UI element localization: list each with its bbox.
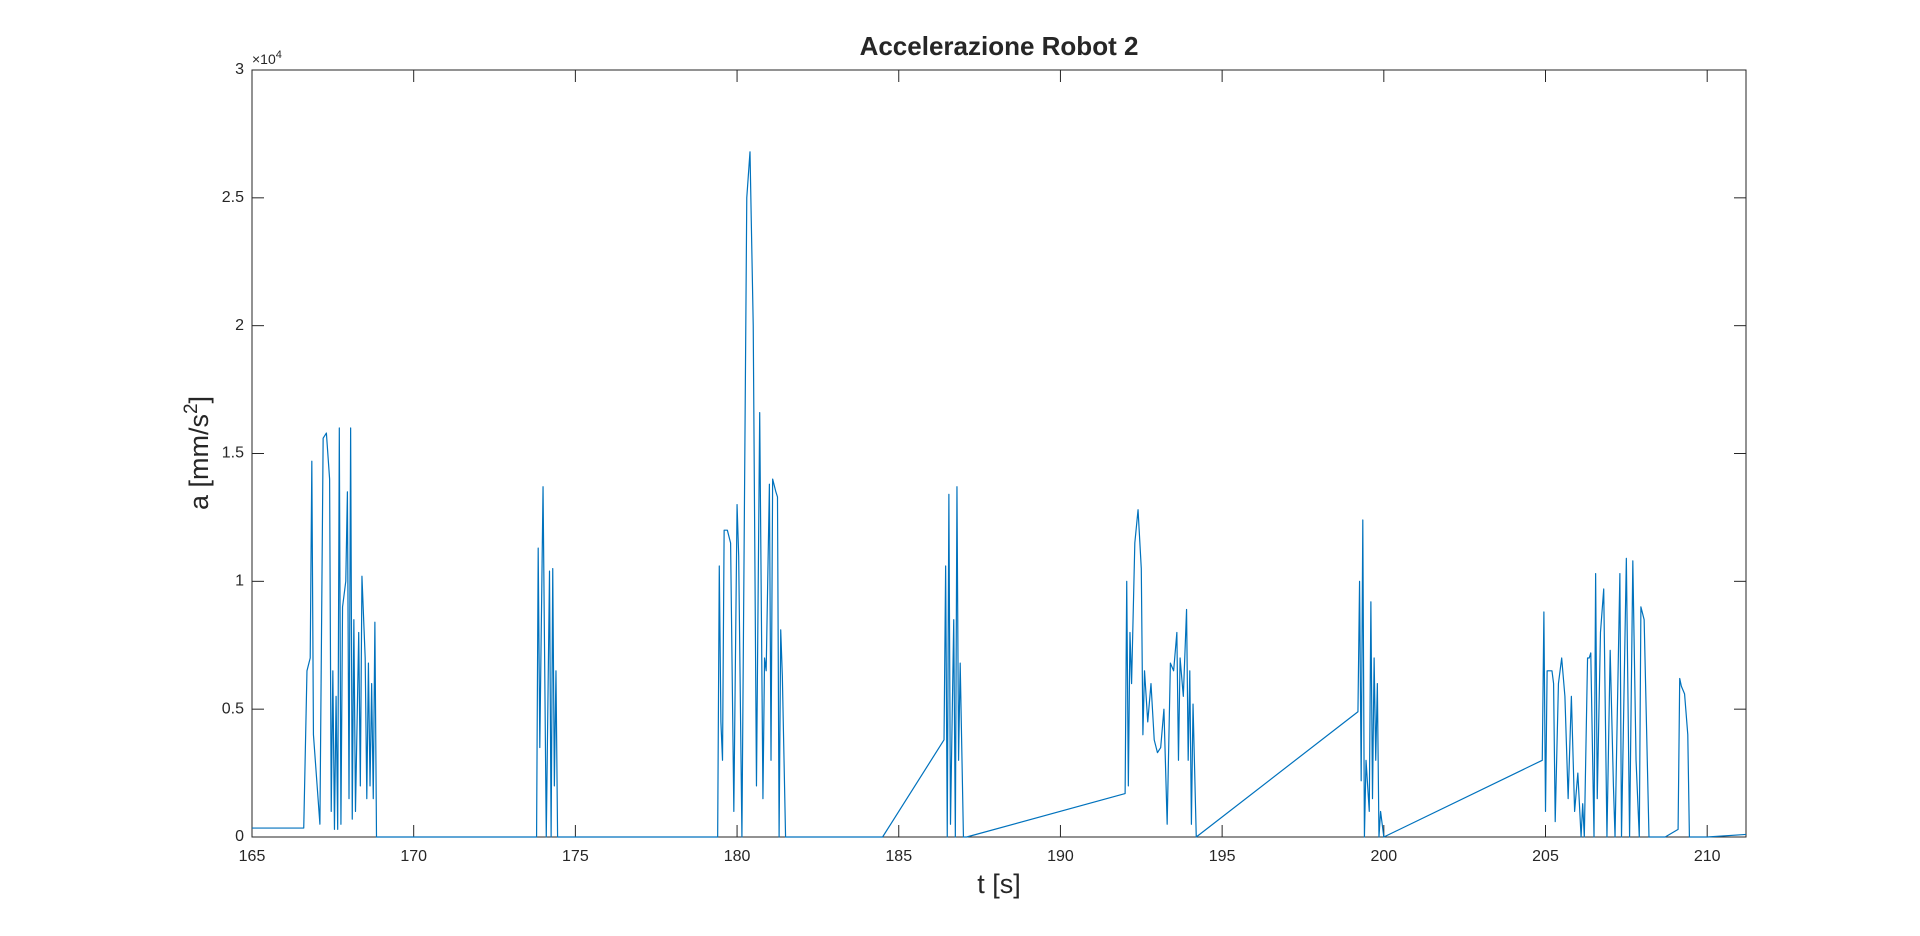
y-axis-label-text: a [mm/s xyxy=(184,414,214,510)
x-tick-label: 165 xyxy=(239,848,266,865)
y-tick-label: 1 xyxy=(235,573,244,590)
x-axis-label: t [s] xyxy=(977,869,1021,899)
y-tick-label: 2.5 xyxy=(222,189,244,206)
x-tick-label: 175 xyxy=(562,848,589,865)
axes-box xyxy=(251,69,1747,838)
x-tick-label: 200 xyxy=(1370,848,1397,865)
y-axis-label-superscript: 2 xyxy=(181,403,202,414)
x-tick-label: 180 xyxy=(724,848,751,865)
x-tick-label: 185 xyxy=(885,848,912,865)
x-tick-label: 170 xyxy=(400,848,427,865)
y-multiplier-base: ×10 xyxy=(252,51,276,67)
x-tick-label: 190 xyxy=(1047,848,1074,865)
y-tick-label: 1.5 xyxy=(222,445,244,462)
y-axis-label-text: ] xyxy=(184,396,214,404)
x-tick-label: 210 xyxy=(1694,848,1721,865)
x-tick-label: 195 xyxy=(1209,848,1236,865)
y-axis-label: a [mm/s2] xyxy=(181,396,214,510)
y-tick-label: 2 xyxy=(235,317,244,334)
y-multiplier-exponent: 4 xyxy=(276,49,282,61)
y-tick-label: 0 xyxy=(235,828,244,845)
ticks: 165 170 175 180 185 190 195 200 205 210 0 0.5 1 1.5 2 2… xyxy=(222,61,1746,865)
x-tick-label: 205 xyxy=(1532,848,1559,865)
plot-area xyxy=(252,151,1747,838)
y-tick-label: 0.5 xyxy=(222,700,244,717)
data-line xyxy=(252,151,1747,838)
chart-title: Accelerazione Robot 2 xyxy=(860,31,1139,61)
y-multiplier: ×104 xyxy=(252,49,282,67)
y-tick-label: 3 xyxy=(235,61,244,78)
